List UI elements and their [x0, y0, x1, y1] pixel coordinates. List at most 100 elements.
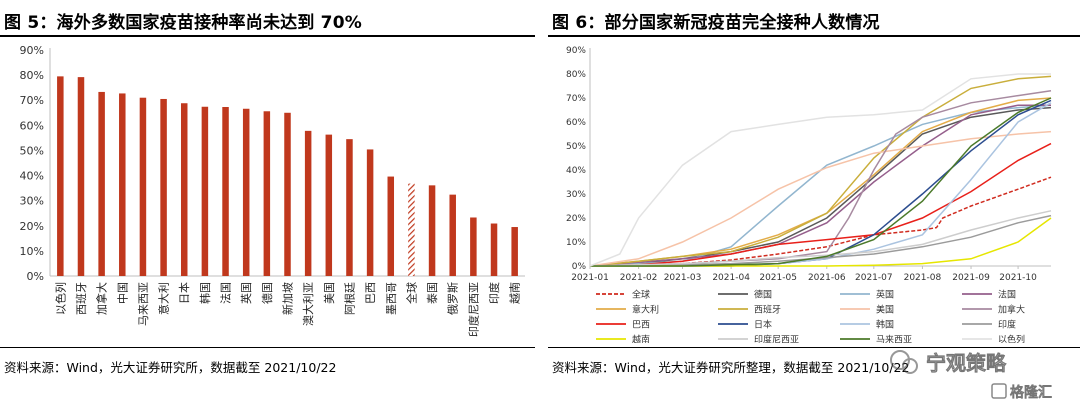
line-chart: 0% 10% 20% 30% 40% 50% 60% 70% 80% 90% 2021-01 2021… — [566, 46, 1052, 344]
legend-label: 全球 — [632, 289, 650, 301]
x-tick-label: 2021-03 — [664, 273, 702, 283]
bar — [119, 93, 126, 276]
x-tick-label: 2021-09 — [952, 273, 990, 283]
y-tick-label: 90% — [20, 44, 44, 57]
y-tick-label: 50% — [20, 144, 44, 157]
x-tick-label: 西班牙 — [75, 282, 88, 315]
x-tick-label: 加拿大 — [95, 282, 109, 315]
x-tick-label: 俄罗斯 — [447, 282, 460, 315]
x-tick-label: 泰国 — [425, 282, 439, 304]
x-tick-label: 2021-06 — [808, 273, 846, 283]
watermark-text-1: 宁观策略 — [926, 351, 1006, 375]
x-tick-label: 美国 — [323, 282, 336, 304]
bar — [160, 98, 167, 276]
y-tick-label: 70% — [566, 94, 586, 104]
logo-icon — [991, 383, 1007, 399]
legend-label: 越南 — [632, 334, 650, 344]
x-tick-label: 韩国 — [198, 282, 212, 304]
series-line-13 — [589, 210, 1052, 267]
y-tick-label: 90% — [566, 46, 586, 56]
bar — [449, 194, 456, 276]
series-line-9 — [590, 99, 1052, 267]
x-tick-label: 新加坡 — [281, 282, 295, 315]
legend-label: 美国 — [876, 304, 894, 316]
bar — [98, 91, 105, 277]
x-tick-label: 墨西哥 — [385, 282, 398, 315]
bar — [325, 134, 333, 276]
legend-label: 韩国 — [876, 319, 894, 331]
y-tick-label: 70% — [20, 94, 44, 107]
bar — [428, 185, 436, 276]
legend-label: 法国 — [998, 289, 1016, 301]
y-tick-label: 40% — [566, 166, 586, 176]
series-line-11 — [589, 214, 1052, 267]
series-line-3 — [589, 104, 1051, 267]
x-tick-label: 2021-01 — [571, 273, 609, 283]
y-tick-label: 50% — [566, 142, 586, 152]
series-line-0 — [589, 176, 1052, 267]
bar-chart: 0% 10% 20% 30% 40% 50% 60% 70% 80% 90% 以色列 西班牙 加拿大 中国… — [20, 44, 525, 337]
bar — [242, 108, 250, 276]
bar — [57, 76, 64, 276]
legend-label: 日本 — [754, 319, 772, 331]
series-line-14 — [590, 97, 1052, 267]
legend-label: 德国 — [754, 289, 772, 301]
y-tick-label: 30% — [566, 190, 586, 200]
y-tick-label: 60% — [566, 118, 586, 128]
bar — [284, 112, 291, 277]
x-tick-label: 阿根廷 — [342, 282, 356, 315]
bar — [77, 77, 85, 276]
legend-label: 英国 — [876, 289, 894, 301]
series-line-15 — [589, 73, 1051, 267]
y-tick-label: 0% — [27, 270, 44, 283]
x-tick-label: 2021-04 — [712, 273, 750, 283]
bar — [304, 130, 312, 276]
legend-label: 西班牙 — [754, 304, 781, 316]
figure-6-source: 资料来源：Wind，光大证券研究所整理，数据截至 2021/10/22 — [552, 360, 910, 375]
x-tick-label: 2021-08 — [904, 273, 942, 283]
series-line-6 — [589, 130, 1052, 267]
series-line-12 — [590, 217, 1052, 267]
bar — [180, 103, 188, 276]
legend-label: 印度尼西亚 — [754, 334, 799, 344]
y-tick-label: 10% — [566, 238, 586, 248]
x-tick-label: 巴西 — [364, 282, 377, 304]
figure-5-panel: 图 5：海外多数国家疫苗接种率尚未达到 70% 0% 10% 20% 30% 40% 50… — [0, 0, 535, 407]
figure-5-source: 资料来源：Wind，光大证券研究所，数据截至 2021/10/22 — [4, 360, 337, 375]
y-tick-label: 30% — [20, 195, 44, 208]
bar — [263, 111, 271, 276]
legend-label: 加拿大 — [998, 304, 1025, 316]
figure-5-bottom-rule — [0, 347, 535, 348]
series-line-5 — [589, 75, 1052, 267]
legend-label: 巴西 — [632, 320, 650, 331]
x-tick-label: 马来西亚 — [137, 282, 150, 326]
x-tick-label: 澳大利亚 — [301, 282, 315, 326]
figure-6-panel: 图 6：部分国家新冠疫苗完全接种人数情况 0% 10% 20% 30% 40% 50% 60… — [548, 0, 1080, 407]
series-line-2 — [589, 104, 1052, 267]
series-line-8 — [589, 142, 1052, 267]
x-tick-label: 全球 — [404, 282, 418, 304]
figure-6-title: 图 6：部分国家新冠疫苗完全接种人数情况 — [552, 13, 880, 33]
y-tick-label: 10% — [20, 245, 44, 258]
x-tick-label: 中国 — [116, 282, 129, 304]
x-tick-label: 德国 — [260, 282, 274, 304]
y-tick-label: 80% — [566, 70, 586, 80]
bar — [387, 176, 395, 276]
x-tick-label: 法国 — [219, 282, 233, 304]
x-tick-label: 英国 — [239, 282, 253, 304]
x-tick-label: 2021-02 — [620, 273, 658, 283]
watermark: 宁观策略 格隆汇 — [890, 350, 1053, 402]
legend-label: 以色列 — [998, 334, 1025, 344]
bar — [511, 227, 518, 276]
watermark-text-2: 格隆汇 — [1010, 385, 1052, 401]
figure-6-bottom-rule — [548, 347, 1080, 348]
wechat-icon — [890, 350, 918, 374]
figure-5-title: 图 5：海外多数国家疫苗接种率尚未达到 70% — [4, 13, 362, 33]
x-tick-label: 2021-05 — [759, 273, 797, 283]
y-tick-label: 40% — [20, 170, 44, 183]
legend-label: 印度 — [998, 319, 1016, 331]
x-tick-label: 日本 — [177, 282, 191, 304]
x-tick-label: 以色列 — [53, 282, 67, 315]
bar — [139, 97, 147, 276]
legend-label: 意大利 — [632, 304, 659, 316]
